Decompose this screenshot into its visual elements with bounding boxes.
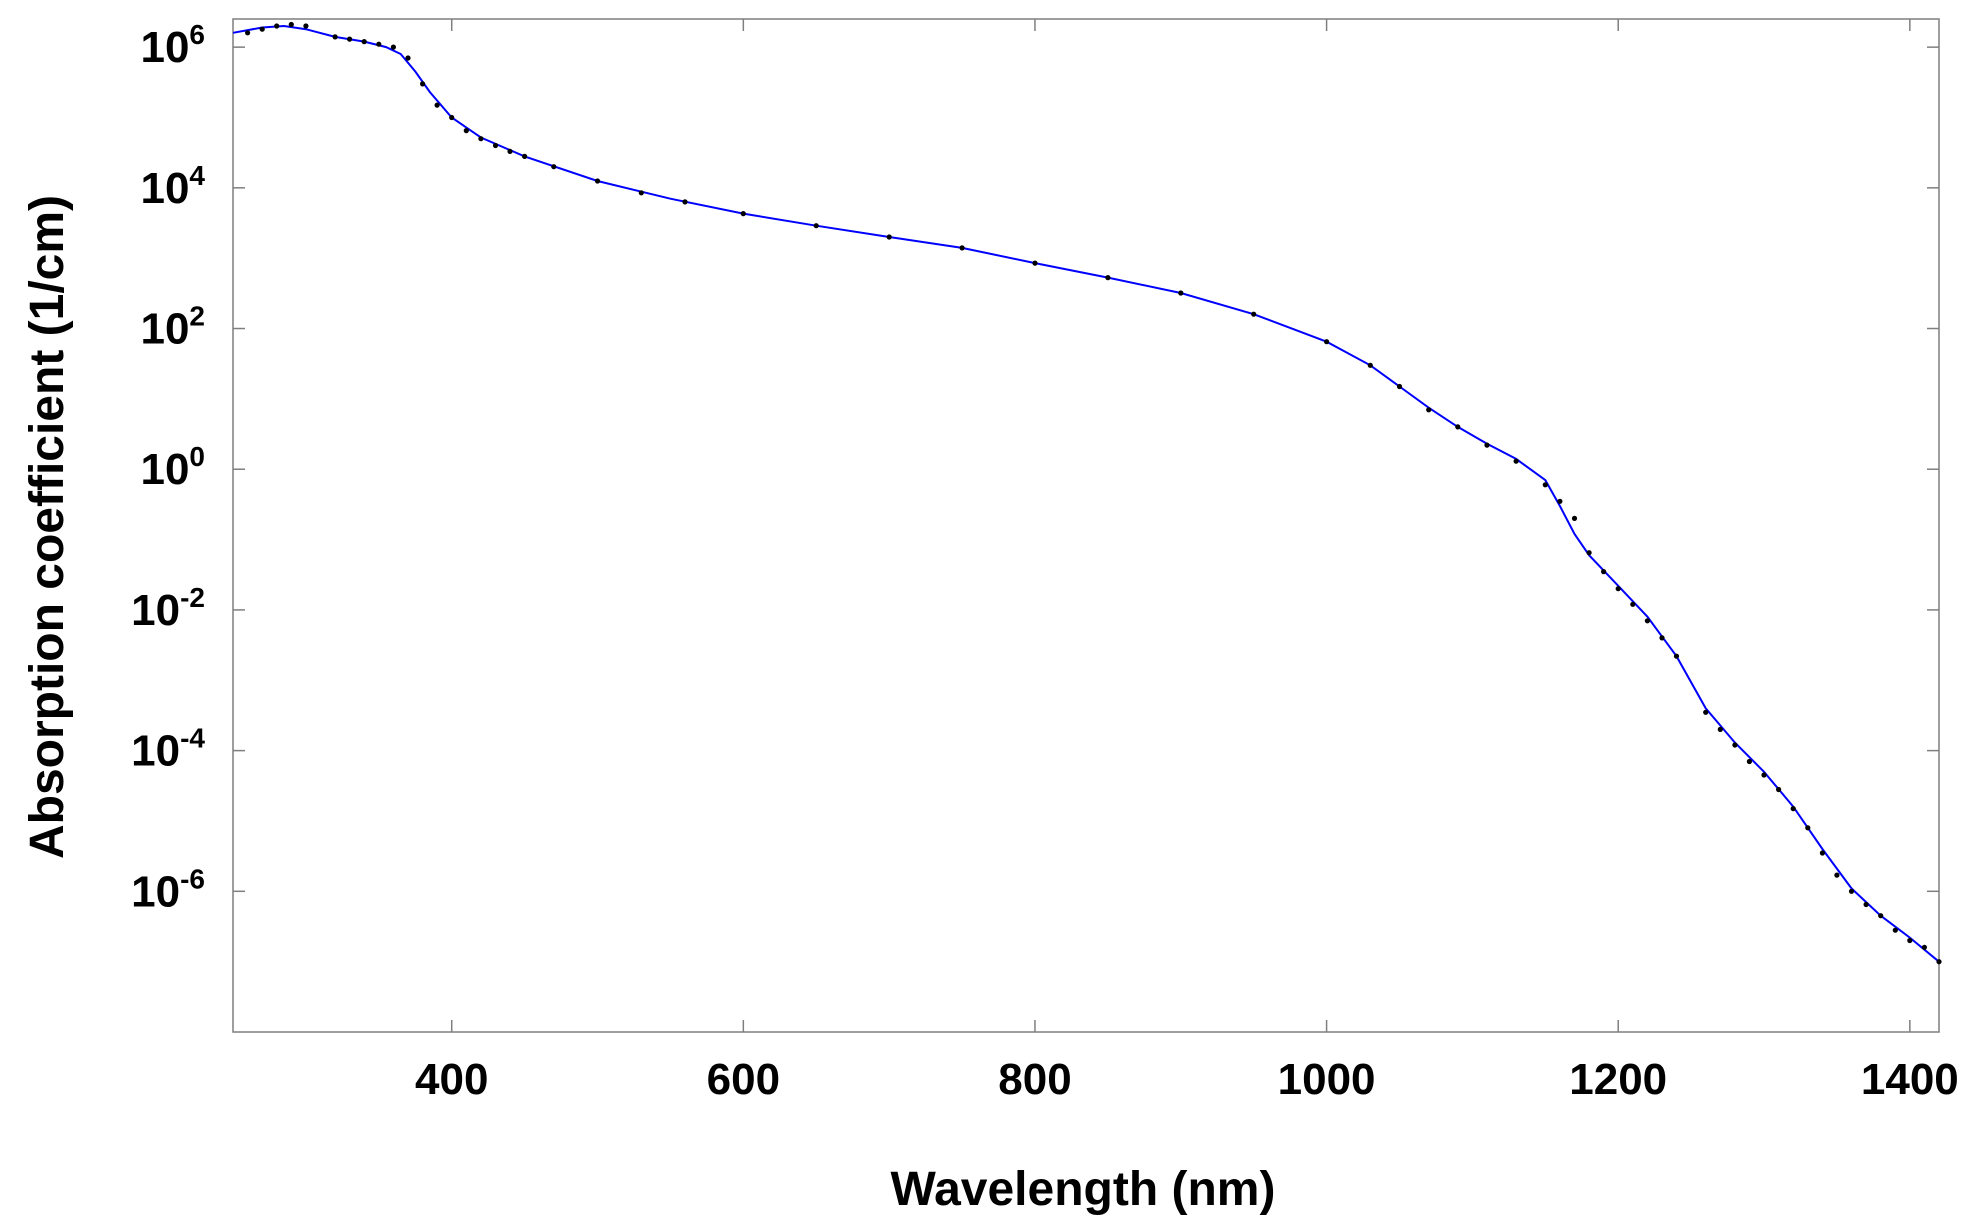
data-point <box>1848 888 1855 894</box>
y-tick-label: 102 <box>140 301 205 354</box>
data-point <box>551 164 557 170</box>
data-point <box>1455 424 1461 430</box>
data-point <box>1251 311 1257 317</box>
data-point <box>420 81 426 87</box>
x-axis-label: Wavelength (nm) <box>891 1163 1276 1216</box>
y-tick-label: 104 <box>140 160 205 213</box>
data-point <box>478 136 484 142</box>
data-point <box>245 30 251 36</box>
data-point <box>813 223 819 229</box>
data-point <box>507 148 513 154</box>
data-point <box>1513 458 1519 464</box>
y-axis-label: Absorption coefficient (1/cm) <box>21 195 74 859</box>
x-tick-label: 1000 <box>1278 1055 1376 1104</box>
y-tick-label: 10-2 <box>131 582 205 635</box>
x-tick-label: 600 <box>707 1055 780 1104</box>
data-point <box>1703 709 1709 715</box>
data-point <box>1178 290 1184 296</box>
data-point <box>1644 618 1650 624</box>
y-tick-label: 10-4 <box>131 723 205 776</box>
x-tick-label: 1200 <box>1569 1055 1667 1104</box>
data-point <box>1878 913 1884 919</box>
data-point <box>638 190 644 196</box>
data-point <box>274 23 280 29</box>
data-point <box>1630 601 1636 607</box>
data-point <box>1805 825 1811 831</box>
data-point <box>288 21 294 28</box>
data-point <box>1571 515 1578 522</box>
x-tick-label: 800 <box>998 1055 1071 1104</box>
data-point <box>347 36 353 42</box>
data-point <box>1907 937 1913 944</box>
data-point <box>405 55 411 61</box>
data-point <box>1732 742 1738 748</box>
fit-line <box>232 24 1940 963</box>
data-point <box>361 39 367 45</box>
data-point <box>463 128 469 134</box>
data-point <box>1324 339 1330 345</box>
data-point <box>1426 407 1432 413</box>
data-point <box>332 34 338 40</box>
data-point <box>376 41 382 47</box>
data-point <box>1601 569 1607 575</box>
x-tick-label: 400 <box>415 1055 488 1104</box>
data-point <box>1105 275 1111 281</box>
data-point <box>1557 498 1563 504</box>
data-point <box>434 102 440 108</box>
data-point <box>1586 550 1592 556</box>
y-tick-label: 100 <box>140 441 205 494</box>
data-point <box>1484 442 1490 448</box>
data-point <box>390 44 396 50</box>
y-tick-label: 106 <box>140 19 205 72</box>
data-point <box>959 245 965 251</box>
data-point <box>1746 758 1752 765</box>
data-point <box>1761 772 1767 778</box>
x-tick-label: 1400 <box>1861 1055 1959 1104</box>
data-point <box>1367 362 1373 368</box>
data-point <box>492 142 499 149</box>
data-point <box>1542 482 1548 488</box>
data-point <box>1673 653 1680 659</box>
data-point <box>522 153 528 159</box>
data-point <box>1834 872 1840 878</box>
data-point <box>1921 944 1927 950</box>
y-tick-label: 10-6 <box>131 863 205 916</box>
data-point <box>1032 260 1038 266</box>
data-point <box>1936 959 1942 965</box>
data-point <box>1790 806 1796 812</box>
data-point <box>1615 586 1621 592</box>
data-point <box>1892 927 1898 933</box>
data-point <box>1396 383 1403 390</box>
data-point <box>1863 901 1869 908</box>
data-point <box>449 114 455 121</box>
data-point <box>740 211 746 217</box>
data-point <box>1717 726 1723 733</box>
plot-frame <box>232 18 1940 1033</box>
data-point <box>1819 850 1825 856</box>
data-point <box>1776 786 1782 793</box>
data-point <box>303 23 309 29</box>
data-point <box>1659 635 1665 641</box>
data-point <box>682 199 688 205</box>
data-point <box>886 234 892 240</box>
data-point <box>259 26 265 32</box>
data-point <box>594 178 601 184</box>
